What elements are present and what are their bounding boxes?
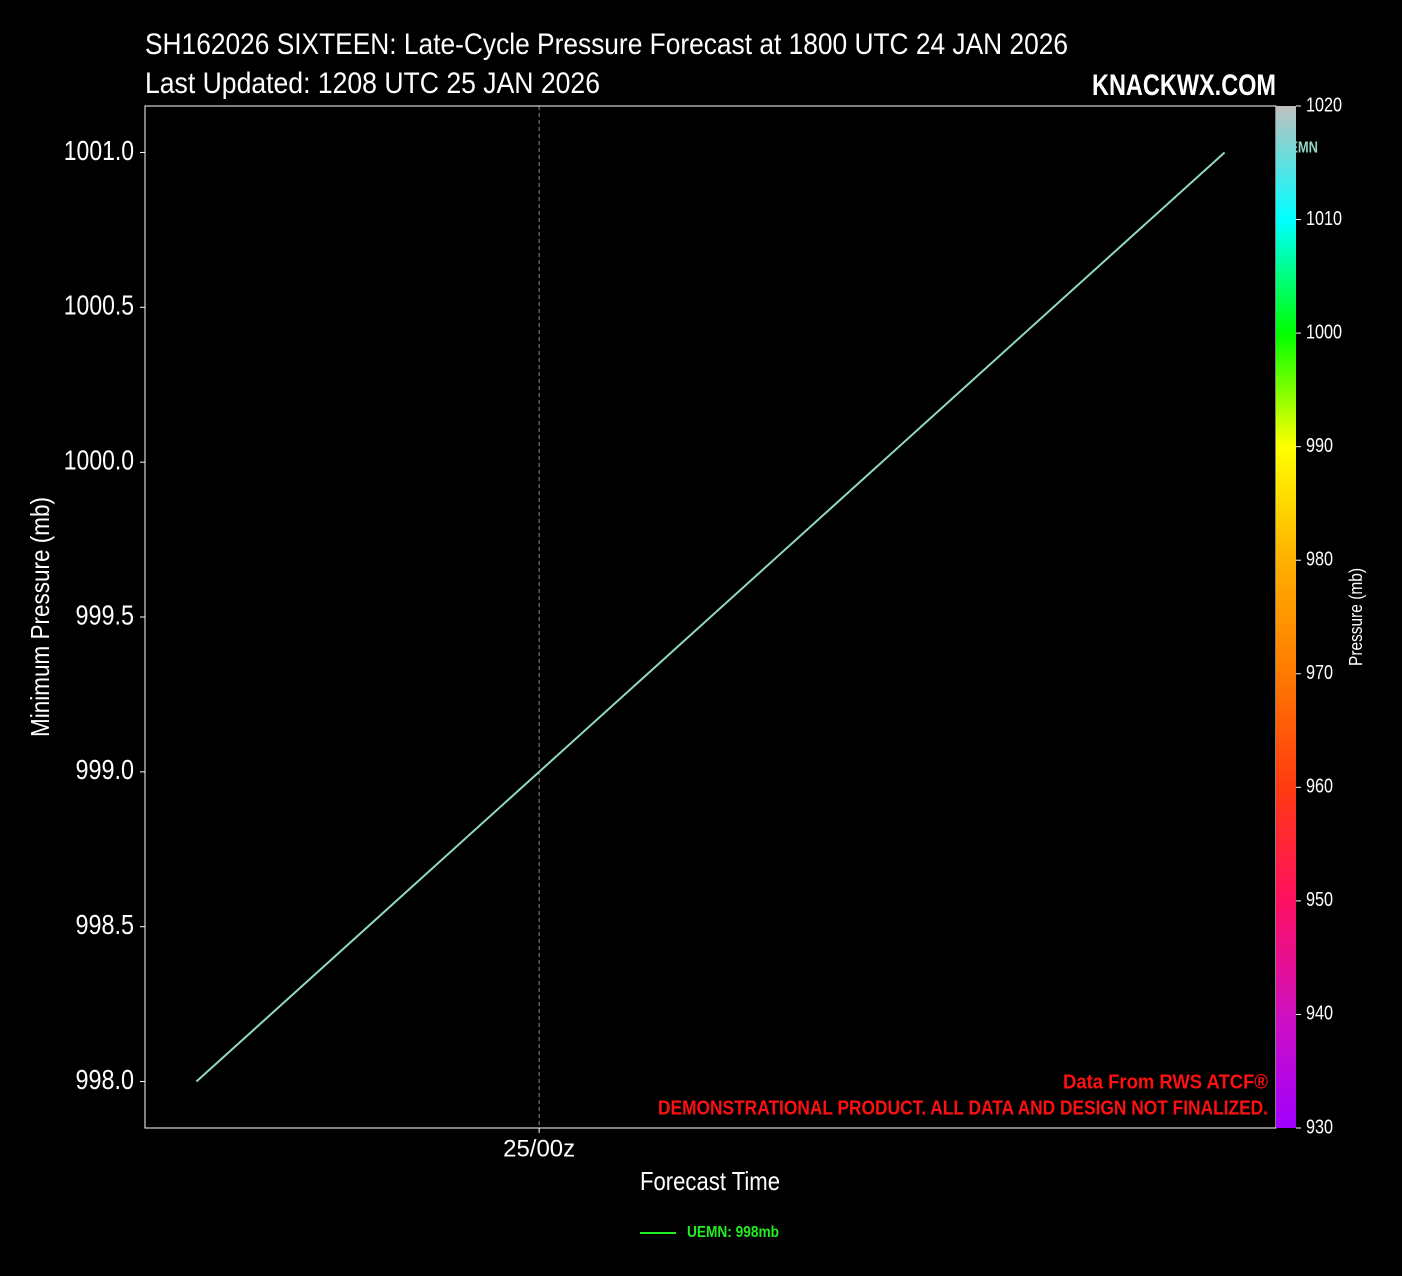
colorbar-tick-label: 1000	[1306, 321, 1342, 343]
colorbar-tick-label: 950	[1306, 889, 1333, 911]
colorbar-tick-label: 1010	[1306, 208, 1342, 230]
y-tick-label: 1000.0	[64, 445, 134, 476]
y-axis-label: Minimum Pressure (mb)	[25, 497, 55, 737]
y-tick-label: 999.5	[76, 599, 135, 630]
legend-label: UEMN: 998mb	[687, 1224, 779, 1241]
y-tick-label: 1001.0	[64, 135, 134, 166]
annotation: Data From RWS ATCF®	[1063, 1071, 1268, 1093]
y-tick-label: 998.5	[76, 909, 135, 940]
y-tick-label: 999.0	[76, 754, 135, 785]
x-tick-label: 25/00z	[503, 1135, 575, 1162]
watermark: KNACKWX.COM	[1092, 69, 1276, 102]
x-axis-label: Forecast Time	[640, 1166, 780, 1196]
y-tick-label: 1000.5	[64, 290, 134, 321]
colorbar-tick-label: 990	[1306, 435, 1333, 457]
colorbar-tick-label: 970	[1306, 662, 1333, 684]
colorbar-tick-label: 940	[1306, 1003, 1333, 1025]
colorbar	[1276, 106, 1296, 1128]
chart-title: SH162026 SIXTEEN: Late-Cycle Pressure Fo…	[145, 28, 1068, 61]
colorbar-tick-label: 980	[1306, 549, 1333, 571]
y-tick-label: 998.0	[76, 1064, 135, 1095]
colorbar-tick-label: 1020	[1306, 94, 1342, 116]
series-line	[195, 151, 1226, 1083]
chart-subtitle: Last Updated: 1208 UTC 25 JAN 2026	[145, 67, 600, 100]
annotation: DEMONSTRATIONAL PRODUCT. ALL DATA AND DE…	[658, 1097, 1268, 1119]
colorbar-tick-label: 930	[1306, 1116, 1333, 1138]
colorbar-tick-label: 960	[1306, 776, 1333, 798]
colorbar-label: Pressure (mb)	[1346, 568, 1366, 666]
